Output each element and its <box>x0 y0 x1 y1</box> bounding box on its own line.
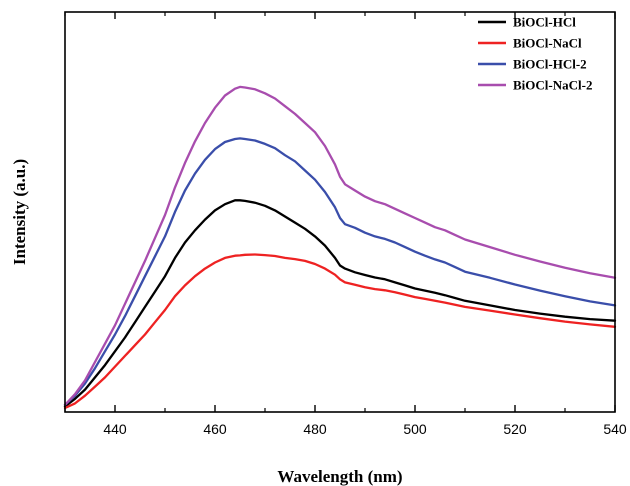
series-line-3 <box>63 137 617 407</box>
x-tick-label: 440 <box>103 421 127 437</box>
legend-label-1: BiOCl-HCl <box>513 15 576 30</box>
x-tick-label: 480 <box>303 421 327 437</box>
x-tick-label: 500 <box>403 421 427 437</box>
plot-frame <box>64 11 616 413</box>
series-line-2 <box>63 253 617 410</box>
x-tick-label: 460 <box>203 421 227 437</box>
legend-label-3: BiOCl-HCl-2 <box>513 57 587 72</box>
legend-label-2: BiOCl-NaCl <box>513 36 582 51</box>
series-line-4 <box>63 85 617 407</box>
legend: BiOCl-HCl BiOCl-NaCl BiOCl-HCl-2 BiOCl-NaCl… <box>478 15 592 93</box>
x-tick-label: 520 <box>503 421 527 437</box>
x-tick-label: 540 <box>603 421 627 437</box>
y-axis-title: Intensity (a.u.) <box>10 159 29 265</box>
series-line-1 <box>63 199 617 408</box>
legend-label-4: BiOCl-NaCl-2 <box>513 78 592 93</box>
x-axis: 440 460 480 500 520 540 <box>64 12 627 437</box>
x-axis-title: Wavelength (nm) <box>277 467 402 486</box>
plot-lines <box>63 85 617 410</box>
